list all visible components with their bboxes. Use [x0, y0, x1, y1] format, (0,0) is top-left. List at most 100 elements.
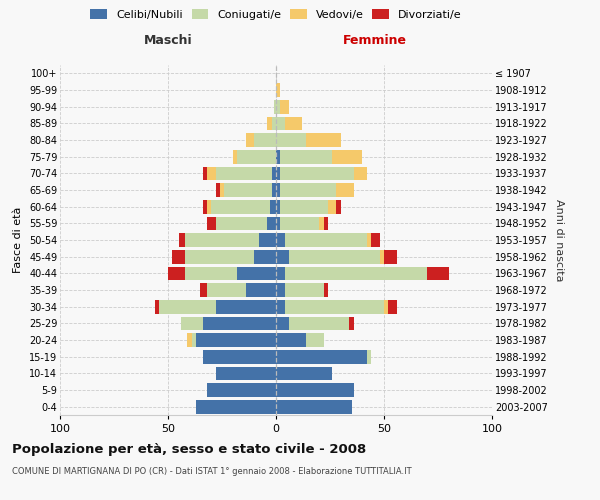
Bar — [380, 250, 384, 264]
Bar — [276, 350, 367, 364]
Bar — [155, 300, 160, 314]
Bar — [160, 300, 215, 314]
Bar — [276, 150, 280, 164]
Bar — [272, 166, 276, 180]
Bar — [274, 100, 276, 114]
Bar — [272, 116, 276, 130]
Bar — [284, 233, 367, 247]
Bar — [179, 233, 185, 247]
Legend: Celibi/Nubili, Coniugati/e, Vedovi/e, Divorziati/e: Celibi/Nubili, Coniugati/e, Vedovi/e, Di… — [87, 6, 465, 23]
Bar — [168, 266, 185, 280]
Bar — [280, 150, 332, 164]
Bar — [337, 200, 341, 213]
Bar — [187, 333, 192, 347]
Bar — [332, 150, 362, 164]
Bar — [220, 183, 224, 197]
Bar — [337, 183, 354, 197]
Bar — [215, 166, 272, 180]
Bar — [284, 300, 384, 314]
Text: COMUNE DI MARTIGNANA DI PO (CR) - Dati ISTAT 1° gennaio 2008 - Elaborazione TUTT: COMUNE DI MARTIGNANA DI PO (CR) - Dati I… — [12, 468, 412, 476]
Bar — [276, 83, 280, 97]
Bar — [203, 350, 276, 364]
Bar — [185, 266, 237, 280]
Bar — [384, 250, 397, 264]
Bar — [276, 216, 280, 230]
Bar — [196, 333, 276, 347]
Y-axis label: Fasce di età: Fasce di età — [13, 207, 23, 273]
Bar — [367, 350, 371, 364]
Text: Popolazione per età, sesso e stato civile - 2008: Popolazione per età, sesso e stato civil… — [12, 442, 366, 456]
Y-axis label: Anni di nascita: Anni di nascita — [554, 198, 565, 281]
Bar — [280, 200, 328, 213]
Bar — [268, 116, 272, 130]
Bar — [280, 183, 337, 197]
Bar — [259, 233, 276, 247]
Bar — [319, 216, 323, 230]
Bar — [224, 183, 272, 197]
Bar — [237, 266, 276, 280]
Bar — [280, 166, 354, 180]
Bar — [306, 133, 341, 147]
Bar — [276, 283, 284, 297]
Bar — [207, 166, 215, 180]
Bar — [207, 200, 211, 213]
Bar — [172, 250, 185, 264]
Bar — [215, 216, 268, 230]
Bar — [196, 400, 276, 413]
Bar — [284, 283, 323, 297]
Bar — [215, 300, 276, 314]
Bar — [276, 233, 284, 247]
Bar — [268, 216, 276, 230]
Bar — [207, 216, 215, 230]
Bar — [215, 183, 220, 197]
Bar — [185, 250, 254, 264]
Bar — [276, 300, 284, 314]
Bar — [427, 266, 449, 280]
Text: Maschi: Maschi — [143, 34, 193, 48]
Bar — [211, 200, 269, 213]
Bar — [215, 366, 276, 380]
Bar — [323, 283, 328, 297]
Bar — [384, 300, 388, 314]
Bar — [254, 250, 276, 264]
Bar — [367, 233, 371, 247]
Bar — [276, 166, 280, 180]
Bar — [284, 266, 427, 280]
Bar — [276, 200, 280, 213]
Bar — [280, 100, 289, 114]
Bar — [284, 116, 302, 130]
Bar — [323, 216, 328, 230]
Bar — [276, 100, 280, 114]
Bar — [200, 283, 207, 297]
Bar — [276, 183, 280, 197]
Bar — [276, 333, 306, 347]
Bar — [233, 150, 237, 164]
Bar — [306, 333, 323, 347]
Bar — [276, 250, 289, 264]
Bar — [276, 400, 352, 413]
Bar — [203, 316, 276, 330]
Bar — [272, 183, 276, 197]
Bar — [289, 316, 349, 330]
Bar — [276, 316, 289, 330]
Bar — [203, 166, 207, 180]
Bar — [276, 133, 306, 147]
Bar — [354, 166, 367, 180]
Bar — [276, 266, 284, 280]
Bar — [280, 216, 319, 230]
Bar — [276, 383, 354, 397]
Bar — [328, 200, 337, 213]
Bar — [237, 150, 276, 164]
Bar — [192, 333, 196, 347]
Bar — [181, 316, 203, 330]
Bar — [185, 233, 259, 247]
Bar — [269, 200, 276, 213]
Bar — [349, 316, 354, 330]
Bar — [276, 366, 332, 380]
Bar — [246, 133, 254, 147]
Bar — [388, 300, 397, 314]
Bar — [289, 250, 380, 264]
Bar — [207, 383, 276, 397]
Bar — [371, 233, 380, 247]
Bar — [276, 116, 284, 130]
